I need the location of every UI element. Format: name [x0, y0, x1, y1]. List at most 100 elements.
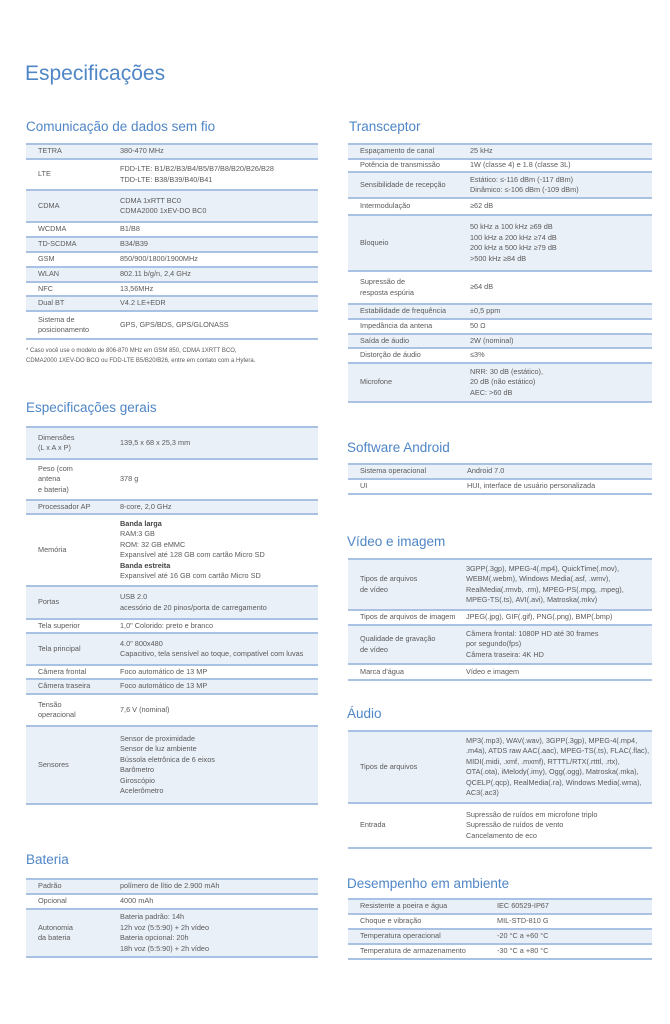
row-label-line: Sistema operacional [360, 466, 427, 476]
row-label: CDMA [38, 191, 60, 221]
spec-table-gerais: Dimensões (L x A x P) 139,5 x 68 x 25,3 mm… [26, 426, 318, 807]
row-label: LTE [38, 160, 51, 189]
row-value: 1,0" Colorido: preto e branco [120, 620, 316, 632]
row-label-line: Resistente a poeira e água [360, 901, 448, 911]
table-row: Opcional 4000 mAh [26, 895, 318, 910]
row-value-line: Giroscópio [120, 775, 155, 785]
row-value: Banda larga RAM:3 GB ROM: 32 GB eMMC Expans… [120, 515, 316, 585]
row-value: JPEG(.jpg), GIF(.gif), PNG(.png), BMP(.b… [466, 611, 650, 624]
row-value-line: Android 7.0 [467, 466, 505, 476]
row-label-line: WCDMA [38, 224, 67, 234]
row-value-line: MP3(.mp3), WAV(.wav), 3GPP(.3gp), MPEG-4… [466, 735, 638, 745]
row-value-line: Expansível até 128 GB com cartão Micro S… [120, 550, 265, 559]
row-value-line: Barômetro [120, 765, 155, 774]
row-label-line: Sistema de [38, 314, 75, 324]
row-value: -30 °C a +80 °C [497, 945, 650, 958]
table-row: Temperatura de armazenamento -30 °C a +80… [348, 945, 652, 960]
row-value: ≤3% [470, 349, 650, 362]
row-value: V4.2 LE+EDR [120, 297, 316, 310]
row-label-line: Câmera traseira [38, 681, 91, 691]
row-value-line: QCELP(.qcp), RealMedia(.ra), Windows Med… [466, 777, 642, 787]
row-label-line: Memória [38, 544, 67, 554]
row-label-line: Peso (com [38, 463, 73, 473]
row-value: CDMA 1xRTT BC0 CDMA2000 1xEV-DO BC0 [120, 191, 316, 221]
table-row: Câmera frontal Foco automático de 13 MP [26, 666, 318, 680]
row-label: Supressão de resposta espúria [360, 272, 414, 303]
row-label: Tela superior [38, 620, 80, 632]
row-value: Sensor de proximidade Sensor de luz ambie… [120, 727, 316, 803]
row-value-line: Estático: ≤-116 dBm (-117 dBm) [470, 174, 574, 184]
row-value-line: Vídeo e imagem [466, 666, 520, 676]
row-value: Android 7.0 [467, 465, 650, 478]
row-label-line: da bateria [38, 933, 71, 942]
row-label: Padrão [38, 880, 62, 893]
table-row: Estabilidade de frequência ±0,5 ppm [348, 305, 652, 320]
row-value-line: ±0,5 ppm [470, 306, 501, 316]
table-row: Microfone NRR: 30 dB (estático), 20 dB (nã… [348, 364, 652, 403]
table-row: Choque e vibração MIL-STD-810 G [348, 915, 652, 930]
table-row: Distorção de áudio ≤3% [348, 349, 652, 364]
row-label-line: CDMA [38, 200, 60, 210]
row-label-line: Entrada [360, 820, 386, 830]
row-label: TETRA [38, 145, 62, 158]
row-value: Foco automático de 13 MP [120, 680, 316, 693]
row-label: Dimensões (L x A x P) [38, 428, 75, 458]
row-value-line: 2W (nominal) [470, 335, 514, 345]
table-row: Resistente a poeira e água IEC 60529-IP67 [348, 900, 652, 915]
spec-table-transceptor: Espaçamento de canal 25 kHz Potência de tr… [348, 143, 652, 405]
row-label-line: Estabilidade de frequência [360, 306, 447, 316]
row-value-line: 1,0" Colorido: preto e branco [120, 620, 214, 630]
row-value: USB 2.0 acessório de 20 pinos/porta de ca… [120, 587, 316, 618]
row-value-line: 200 kHz a 500 kHz ≥79 dB [470, 243, 557, 252]
row-label-line: Espaçamento de canal [360, 146, 435, 156]
row-label: Tipos de arquivos de imagem [360, 611, 455, 624]
row-label-line: Tela superior [38, 620, 80, 630]
row-label: Autonomia da bateria [38, 910, 73, 956]
row-label-line: Câmera frontal [38, 666, 87, 676]
row-value-line: 1W (classe 4) e 1.8 (classe 3L) [470, 160, 571, 170]
row-label-line: GSM [38, 254, 55, 264]
row-value: 3GPP(.3gp), MPEG-4(.mp4), QuickTime(.mov… [466, 560, 650, 609]
row-label-line: Potência de transmissão [360, 160, 440, 170]
table-row: NFC 13,56MHz [26, 283, 318, 297]
row-value: 7,6 V (nominal) [120, 695, 316, 725]
row-label: Sistema de posicionamento [38, 312, 89, 338]
row-label: Bloqueio [360, 216, 388, 270]
row-value-line: Sensor de luz ambiente [120, 744, 197, 753]
row-value-line: Bateria padrão: 14h [120, 912, 185, 921]
row-value: ≥64 dB [470, 272, 650, 303]
row-label: Saída de áudio [360, 335, 409, 347]
row-value-line: -30 °C a +80 °C [497, 946, 549, 956]
table-row: Espaçamento de canal 25 kHz [348, 145, 652, 160]
row-value: 13,56MHz [120, 283, 316, 295]
row-value: FDD-LTE: B1/B2/B3/B4/B5/B7/B8/B20/B26/B2… [120, 160, 316, 189]
row-value-line: Supressão de ruídos de vento [466, 820, 564, 830]
row-label: TD-SCDMA [38, 238, 77, 251]
row-label: Qualidade de gravação de vídeo [360, 626, 435, 663]
row-value-line: Bússola eletrônica de 6 eixos [120, 754, 215, 764]
row-label: Câmera frontal [38, 666, 86, 678]
row-value: 8-core, 2,0 GHz [120, 501, 316, 513]
row-label-line: Sensores [38, 759, 69, 769]
row-label-line: Microfone [360, 377, 393, 387]
row-value: 50 Ω [470, 320, 650, 333]
row-label-line: NFC [38, 283, 53, 293]
row-label: Temperatura de armazenamento [360, 945, 466, 958]
spec-table-audio: Tipos de arquivos MP3(.mp3), WAV(.wav), 3… [348, 730, 652, 851]
section-heading-ambiente: Desempenho em ambiente [347, 876, 510, 891]
row-value-line: Sensor de proximidade [120, 733, 196, 743]
row-value-line: polímero de lítio de 2.900 mAh [120, 881, 220, 891]
row-label: Tipos de arquivos [360, 732, 417, 802]
table-row: Marca d'água Vídeo e imagem [348, 665, 652, 681]
row-value: Supressão de ruídos em microfone triplo S… [466, 804, 650, 847]
row-value: 1W (classe 4) e 1.8 (classe 3L) [470, 160, 650, 171]
row-value: B34/B39 [120, 238, 316, 251]
row-value-line: AC3(.ac3) [466, 788, 499, 797]
row-label: Intermodulação [360, 199, 410, 214]
row-label-line: Dual BT [38, 298, 65, 308]
row-value-line: 50 Ω [470, 321, 486, 331]
row-value: -20 °C a +60 °C [497, 930, 650, 943]
row-label: Resistente a poeira e água [360, 900, 447, 913]
table-row: Intermodulação ≥62 dB [348, 199, 652, 216]
row-label-line: Temperatura de armazenamento [360, 946, 466, 956]
